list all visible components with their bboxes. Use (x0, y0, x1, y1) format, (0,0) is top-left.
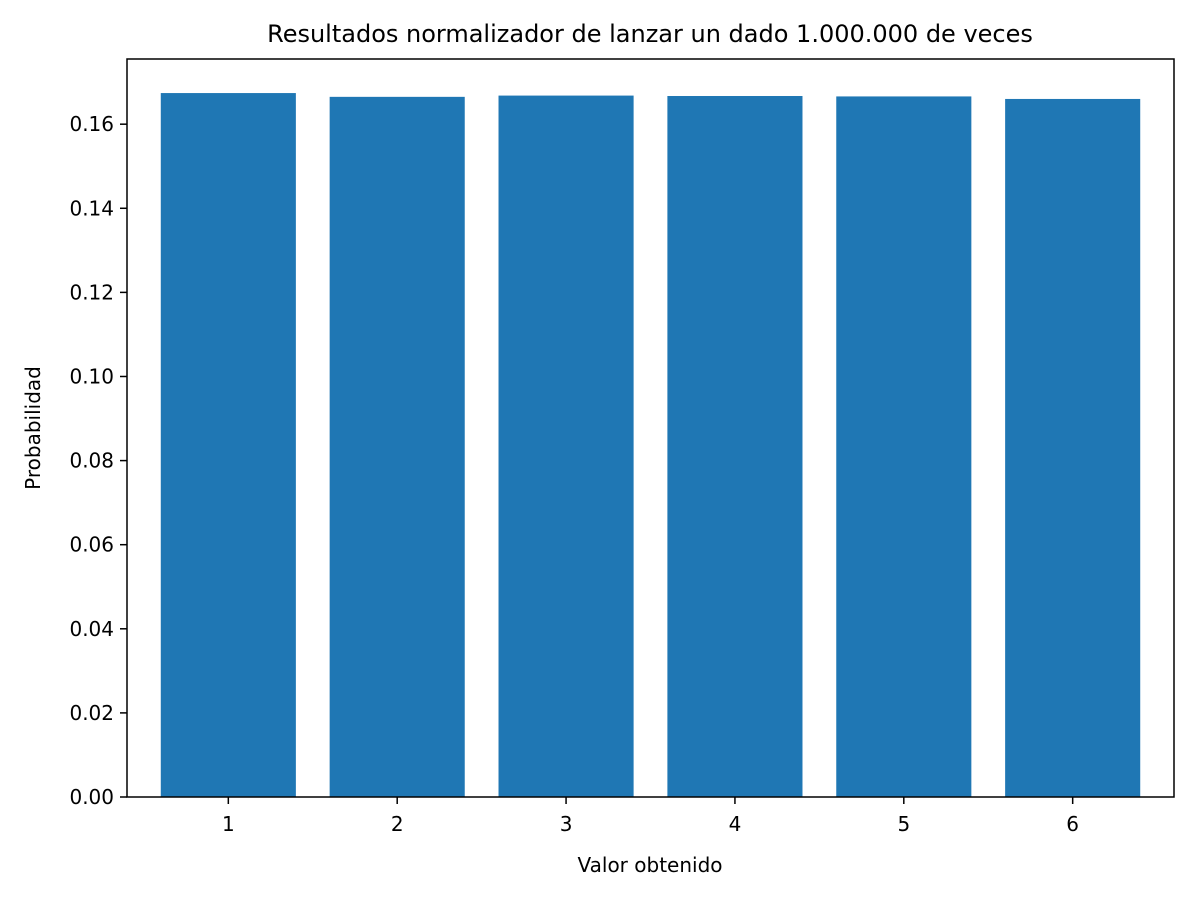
bar-2 (329, 96, 465, 798)
x-tick-label: 1 (222, 812, 235, 836)
x-axis-label: Valor obtenido (578, 853, 723, 877)
y-tick-label: 0.14 (69, 196, 114, 220)
y-tick-label: 0.10 (69, 364, 114, 388)
x-axis-ticks: 1 2 3 4 5 6 (222, 797, 1079, 836)
x-tick-label: 4 (729, 812, 742, 836)
y-axis-ticks: 0.00 0.02 0.04 0.06 0.08 0.10 0.12 0.14 0.16 (69, 112, 127, 809)
x-tick-label: 5 (897, 812, 910, 836)
bar-4 (667, 96, 803, 797)
x-tick-label: 3 (560, 812, 573, 836)
y-axis-label: Probabilidad (21, 366, 45, 490)
y-tick-label: 0.08 (69, 449, 114, 473)
x-tick-label: 2 (391, 812, 404, 836)
chart-title: Resultados normalizador de lanzar un dad… (267, 20, 1033, 48)
y-tick-label: 0.12 (69, 280, 114, 304)
y-tick-label: 0.04 (69, 617, 114, 641)
y-tick-label: 0.00 (69, 785, 114, 809)
y-tick-label: 0.16 (69, 112, 114, 136)
bar-6 (1005, 98, 1141, 797)
bar-1 (160, 93, 296, 798)
x-tick-label: 6 (1066, 812, 1079, 836)
bar-3 (498, 95, 634, 798)
y-tick-label: 0.06 (69, 533, 114, 557)
y-tick-label: 0.02 (69, 701, 114, 725)
plot-frame (126, 58, 1175, 798)
bar-5 (836, 96, 972, 797)
bars-layer (160, 93, 1141, 798)
